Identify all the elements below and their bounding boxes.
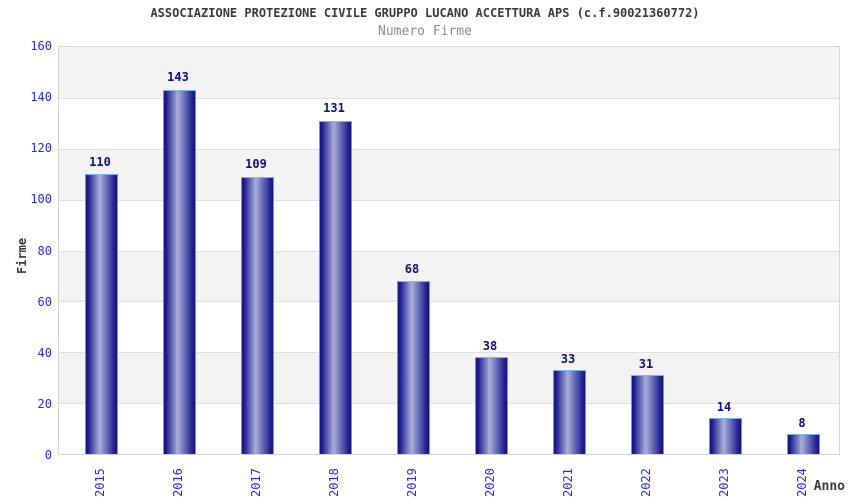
plot-area [58, 46, 840, 455]
y-tick-label: 120 [30, 141, 52, 156]
y-tick-label: 40 [37, 345, 52, 360]
bar-2016 [163, 90, 196, 454]
y-tick-label: 140 [30, 90, 52, 105]
gridline [59, 97, 839, 99]
y-tick-label: 80 [37, 243, 52, 258]
bar-value-label: 8 [798, 415, 806, 430]
bar-value-label: 31 [638, 356, 654, 371]
x-tick-label: 2020 [483, 468, 497, 497]
bar-2023 [709, 418, 742, 454]
bar-value-label: 68 [404, 262, 420, 277]
bar-value-label: 131 [323, 101, 345, 116]
gridline [59, 250, 839, 252]
x-tick-label: 2021 [561, 468, 575, 497]
x-tick-label: 2023 [717, 468, 731, 497]
y-tick-label: 160 [30, 39, 52, 53]
x-axis-title: Anno [813, 479, 845, 494]
bar-2024 [787, 433, 820, 454]
chart-subtitle: Numero Firme [378, 24, 472, 39]
x-tick-label: 2022 [639, 468, 653, 497]
x-tick-label: 2019 [405, 468, 419, 497]
x-tick-label: 2015 [93, 468, 107, 497]
gridline [59, 148, 839, 150]
chart-title: ASSOCIAZIONE PROTEZIONE CIVILE GRUPPO LU… [150, 6, 700, 20]
bar-value-label: 109 [245, 157, 267, 172]
grid-band [59, 47, 839, 98]
y-tick-label: 20 [37, 396, 52, 411]
gridline [59, 301, 839, 303]
gridline [59, 403, 839, 405]
x-tick-label: 2017 [249, 468, 263, 497]
bar-value-label: 14 [716, 400, 732, 415]
bar-2020 [475, 357, 508, 454]
bar-value-label: 110 [89, 154, 111, 169]
bar-value-label: 143 [167, 70, 189, 85]
y-tick-label: 100 [30, 192, 52, 207]
bar-2018 [319, 120, 352, 454]
bar-value-label: 33 [560, 351, 576, 366]
gridline [59, 352, 839, 354]
bar-2021 [553, 370, 586, 454]
x-tick-label: 2016 [171, 468, 185, 497]
bar-2019 [397, 281, 430, 454]
y-tick-label: 60 [37, 294, 52, 309]
gridline [59, 199, 839, 201]
bar-value-label: 38 [482, 338, 498, 353]
bar-2017 [241, 176, 274, 454]
bar-2022 [631, 375, 664, 454]
x-tick-label: 2018 [327, 468, 341, 497]
x-tick-label: 2024 [795, 468, 809, 497]
bar-2015 [85, 174, 118, 454]
y-tick-label: 0 [44, 448, 52, 462]
